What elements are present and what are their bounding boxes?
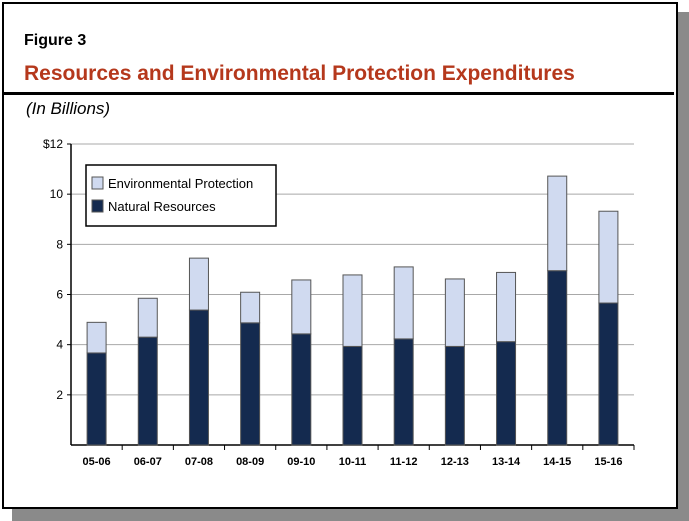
y-tick-label: 4 <box>56 338 63 352</box>
bar-environmental-protection <box>393 266 414 340</box>
y-tick-label: 8 <box>56 237 63 251</box>
bar-natural-resources <box>598 302 619 446</box>
x-tick-label: 08-09 <box>236 456 264 468</box>
bar-environmental-protection <box>342 274 363 347</box>
bar-environmental-protection <box>137 297 158 338</box>
bar-natural-resources <box>444 345 465 446</box>
x-tick-label: 12-13 <box>441 456 469 468</box>
bar-natural-resources <box>291 333 312 446</box>
bar-environmental-protection <box>240 291 261 324</box>
legend-label: Natural Resources <box>108 199 216 214</box>
bar-environmental-protection <box>598 210 619 304</box>
bar-natural-resources <box>188 309 209 446</box>
bar-natural-resources <box>240 322 261 446</box>
bar-environmental-protection <box>86 321 107 354</box>
bar-natural-resources <box>393 338 414 446</box>
y-tick-label: 2 <box>56 388 63 402</box>
x-tick-label: 09-10 <box>287 456 315 468</box>
bar-environmental-protection <box>496 271 517 343</box>
legend-swatch <box>91 199 104 213</box>
bar-natural-resources <box>86 352 107 446</box>
x-tick-label: 07-08 <box>185 456 213 468</box>
legend-label: Environmental Protection <box>108 176 253 191</box>
bar-environmental-protection <box>547 175 568 272</box>
y-tick-label: $12 <box>43 137 63 151</box>
x-tick-label: 06-07 <box>134 456 162 468</box>
y-tick-label: 6 <box>56 288 63 302</box>
title-rule <box>2 92 674 95</box>
legend-box <box>85 164 277 227</box>
legend-swatch <box>91 176 104 190</box>
x-tick-label: 10-11 <box>339 456 367 468</box>
x-tick-label: 05-06 <box>83 456 111 468</box>
chart-subtitle: (In Billions) <box>26 99 111 118</box>
bar-environmental-protection <box>291 279 312 335</box>
chart-title: Resources and Environmental Protection E… <box>24 62 575 85</box>
x-tick-label: 14-15 <box>543 456 571 468</box>
bar-environmental-protection <box>444 278 465 347</box>
x-tick-label: 13-14 <box>492 456 521 468</box>
bar-natural-resources <box>342 345 363 446</box>
y-tick-label: 10 <box>50 187 64 201</box>
bar-natural-resources <box>496 341 517 446</box>
x-tick-label: 15-16 <box>594 456 622 468</box>
bar-environmental-protection <box>188 257 209 311</box>
x-tick-label: 11-12 <box>390 456 418 468</box>
figure-label: Figure 3 <box>24 32 87 49</box>
bar-natural-resources <box>137 336 158 446</box>
bar-natural-resources <box>547 270 568 446</box>
